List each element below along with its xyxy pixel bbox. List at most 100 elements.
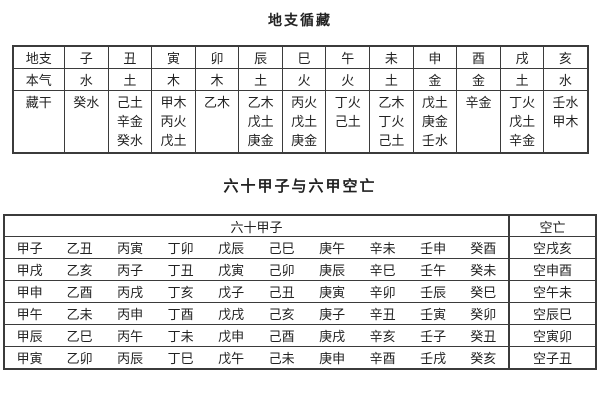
canggan-line: 丁火 (509, 95, 536, 110)
benqi-cell: 土 (369, 68, 414, 91)
ganzhi-cell: 乙未 (54, 302, 105, 325)
ganzhi-cell: 丁亥 (155, 280, 206, 303)
canggan-cell: 癸水 (64, 90, 109, 154)
ganzhi-cell: 己亥 (256, 302, 307, 325)
branch-cell: 酉 (456, 45, 501, 69)
branch-cell: 亥 (543, 45, 588, 69)
ganzhi-cell: 戊午 (205, 346, 257, 369)
benqi-cell: 水 (543, 68, 588, 91)
kongwang-cell: 空午未 (508, 280, 597, 303)
canggan-line: 癸水 (73, 95, 100, 110)
ganzhi-cell: 己卯 (256, 258, 307, 281)
kongwang-cell: 空寅卯 (508, 324, 597, 347)
kongwang-cell: 空戌亥 (508, 236, 597, 259)
ganzhi-cell: 丙午 (104, 324, 156, 347)
ganzhi-cell: 癸未 (458, 258, 510, 281)
ganzhi-cell: 甲辰 (3, 324, 55, 347)
canggan-line: 庚金 (421, 114, 448, 129)
canggan-line: 辛金 (116, 114, 143, 129)
ganzhi-cell: 壬午 (407, 258, 459, 281)
ganzhi-cell: 丁丑 (155, 258, 206, 281)
jiazi-row: 甲戌 乙亥 丙子 丁丑 戊寅 己卯 庚辰 辛巳 壬午 癸未 空申酉 (3, 258, 597, 281)
ganzhi-cell: 癸酉 (458, 236, 510, 259)
benqi-cell: 土 (107, 68, 153, 91)
canggan-line: 丙火 (160, 114, 187, 129)
branch-cell: 巳 (281, 45, 327, 69)
canggan-cell: 丁火 戊土 辛金 (499, 90, 545, 154)
canggan-line: 乙木 (204, 95, 231, 110)
ganzhi-cell: 丁巳 (155, 346, 206, 369)
canggan-cell: 乙木 戊土 庚金 (238, 90, 283, 154)
ganzhi-cell: 甲子 (3, 236, 55, 259)
ganzhi-cell: 庚子 (306, 302, 358, 325)
ganzhi-cell: 丙辰 (104, 346, 156, 369)
jiazi-header-left: 六十甲子 (3, 214, 510, 237)
canggan-line: 丙火 (291, 95, 318, 110)
canggan-cell: 丁火 己土 (325, 90, 371, 154)
jiazi-table: 六十甲子 空亡 甲子 乙丑 丙寅 丁卯 戊辰 己巳 庚午 辛未 壬申 癸酉 空戌亥 甲戌 乙亥 丙子 丁丑戊… (2, 214, 598, 370)
row-label-canggan: 藏干 (12, 90, 65, 154)
benqi-cell: 土 (499, 68, 545, 91)
ganzhi-cell: 癸亥 (458, 346, 510, 369)
canggan-line: 庚金 (291, 133, 318, 148)
jiazi-row: 甲午 乙未 丙申 丁酉 戊戌 己亥 庚子 辛丑 壬寅 癸卯 空辰巳 (3, 302, 597, 325)
ganzhi-cell: 癸丑 (458, 324, 510, 347)
ganzhi-cell: 乙巳 (54, 324, 105, 347)
ganzhi-cell: 庚戌 (306, 324, 358, 347)
ganzhi-cell: 甲寅 (3, 346, 55, 369)
ganzhi-cell: 戊子 (205, 280, 257, 303)
jiazi-body: 六十甲子 空亡 甲子 乙丑 丙寅 丁卯 戊辰 己巳 庚午 辛未 壬申 癸酉 空戌亥 甲戌 乙亥 丙子 丁丑戊… (3, 214, 597, 369)
benqi-cell: 土 (238, 68, 283, 91)
branch-cell: 辰 (238, 45, 283, 69)
canggan-cell: 甲木 丙火 戊土 (151, 90, 196, 154)
benqi-cell: 木 (194, 68, 240, 91)
ganzhi-cell: 丙申 (104, 302, 156, 325)
ganzhi-cell: 辛卯 (357, 280, 408, 303)
jiazi-row: 甲申 乙酉 丙戌 丁亥 戊子 己丑 庚寅 辛卯 壬辰 癸巳 空午未 (3, 280, 597, 303)
canggan-line: 癸水 (116, 133, 143, 148)
branch-cell: 午 (325, 45, 371, 69)
canggan-line: 辛金 (465, 95, 492, 110)
branches-row: 地支子丑寅卯辰巳午未申酉戌亥 (12, 45, 588, 69)
canggan-line: 戊土 (247, 114, 274, 129)
ganzhi-cell: 乙卯 (54, 346, 105, 369)
branch-cell: 寅 (151, 45, 196, 69)
ganzhi-cell: 壬辰 (407, 280, 459, 303)
hidden-stems-body: 地支子丑寅卯辰巳午未申酉戌亥本气水土木木土火火土金金土水藏干 癸水 己土 辛金 癸水 甲木… (12, 45, 588, 154)
ganzhi-cell: 丙子 (104, 258, 156, 281)
ganzhi-cell: 辛亥 (357, 324, 408, 347)
canggan-row: 藏干 癸水 己土 辛金 癸水 甲木 丙火 戊土 乙木 乙木 戊土 庚金 丙火 戊土 庚金 丁火 己土 乙木 丁火 己土… (12, 90, 588, 154)
ganzhi-cell: 壬申 (407, 236, 459, 259)
ganzhi-cell: 庚寅 (306, 280, 358, 303)
ganzhi-cell: 癸巳 (458, 280, 510, 303)
ganzhi-cell: 壬子 (407, 324, 459, 347)
jiazi-header-kongwang: 空亡 (508, 214, 597, 237)
canggan-line: 甲木 (552, 114, 579, 129)
kongwang-cell: 空申酉 (508, 258, 597, 281)
kongwang-cell: 空子丑 (508, 346, 597, 369)
ganzhi-cell: 丙戌 (104, 280, 156, 303)
hidden-stems-title: 地支循藏 (268, 14, 332, 29)
branch-cell: 子 (64, 45, 109, 69)
canggan-line: 戊土 (421, 95, 448, 110)
canggan-line: 己土 (116, 95, 143, 110)
benqi-cell: 火 (325, 68, 371, 91)
branch-cell: 未 (369, 45, 414, 69)
branch-cell: 卯 (194, 45, 240, 69)
ganzhi-cell: 丁未 (155, 324, 206, 347)
ganzhi-cell: 壬戌 (407, 346, 459, 369)
jiazi-row: 甲子 乙丑 丙寅 丁卯 戊辰 己巳 庚午 辛未 壬申 癸酉 空戌亥 (3, 236, 597, 259)
ganzhi-cell: 戊辰 (205, 236, 257, 259)
ganzhi-cell: 丁卯 (155, 236, 206, 259)
ganzhi-cell: 戊申 (205, 324, 257, 347)
ganzhi-cell: 甲戌 (3, 258, 55, 281)
canggan-line: 庚金 (247, 133, 274, 148)
ganzhi-cell: 己丑 (256, 280, 307, 303)
branch-cell: 申 (412, 45, 458, 69)
benqi-cell: 金 (412, 68, 458, 91)
ganzhi-cell: 丙寅 (104, 236, 156, 259)
benqi-cell: 金 (456, 68, 501, 91)
ganzhi-cell: 辛未 (357, 236, 408, 259)
canggan-cell: 己土 辛金 癸水 (107, 90, 153, 154)
ganzhi-cell: 乙亥 (54, 258, 105, 281)
